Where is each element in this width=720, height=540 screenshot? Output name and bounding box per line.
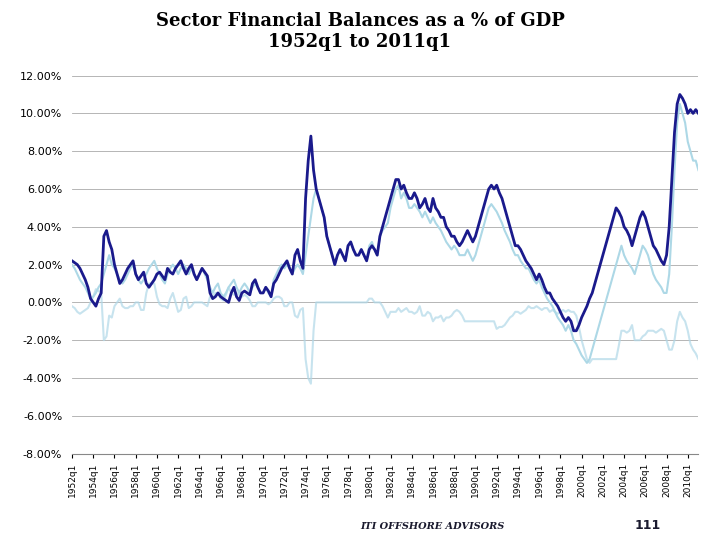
Line: Government Deficit: Government Deficit <box>72 94 698 330</box>
Line: Current Account: Current Account <box>72 284 698 383</box>
Current Account <box>187 303 196 309</box>
Text: 111: 111 <box>635 519 661 532</box>
Government Deficit <box>230 284 238 291</box>
Domestic Private Surplus <box>694 167 703 173</box>
Current Account <box>614 342 623 349</box>
Current Account <box>307 380 315 387</box>
Domestic Private Surplus <box>184 271 193 277</box>
Current Account <box>694 356 703 362</box>
Text: Sector Financial Balances as a % of GDP
1952q1 to 2011q1: Sector Financial Balances as a % of GDP … <box>156 12 564 51</box>
Domestic Private Surplus <box>675 100 684 107</box>
Text: ITI OFFSHORE ADVISORS: ITI OFFSHORE ADVISORS <box>360 522 504 531</box>
Domestic Private Surplus <box>689 157 698 164</box>
Domestic Private Surplus <box>492 208 501 215</box>
Government Deficit <box>405 195 413 201</box>
Government Deficit <box>612 205 621 211</box>
Government Deficit <box>492 182 501 188</box>
Government Deficit <box>184 265 193 272</box>
Domestic Private Surplus <box>612 261 621 268</box>
Current Account <box>689 347 698 353</box>
Government Deficit <box>694 110 703 117</box>
Government Deficit <box>689 110 698 117</box>
Current Account <box>233 289 241 296</box>
Current Account <box>498 323 506 330</box>
Current Account <box>68 303 76 309</box>
Current Account <box>150 280 158 287</box>
Line: Domestic Private Surplus: Domestic Private Surplus <box>72 104 698 363</box>
Government Deficit <box>570 327 578 334</box>
Current Account <box>410 310 419 317</box>
Domestic Private Surplus <box>582 360 591 366</box>
Government Deficit <box>675 91 684 98</box>
Government Deficit <box>68 258 76 264</box>
Domestic Private Surplus <box>68 261 76 268</box>
Domestic Private Surplus <box>405 205 413 211</box>
Domestic Private Surplus <box>230 276 238 283</box>
